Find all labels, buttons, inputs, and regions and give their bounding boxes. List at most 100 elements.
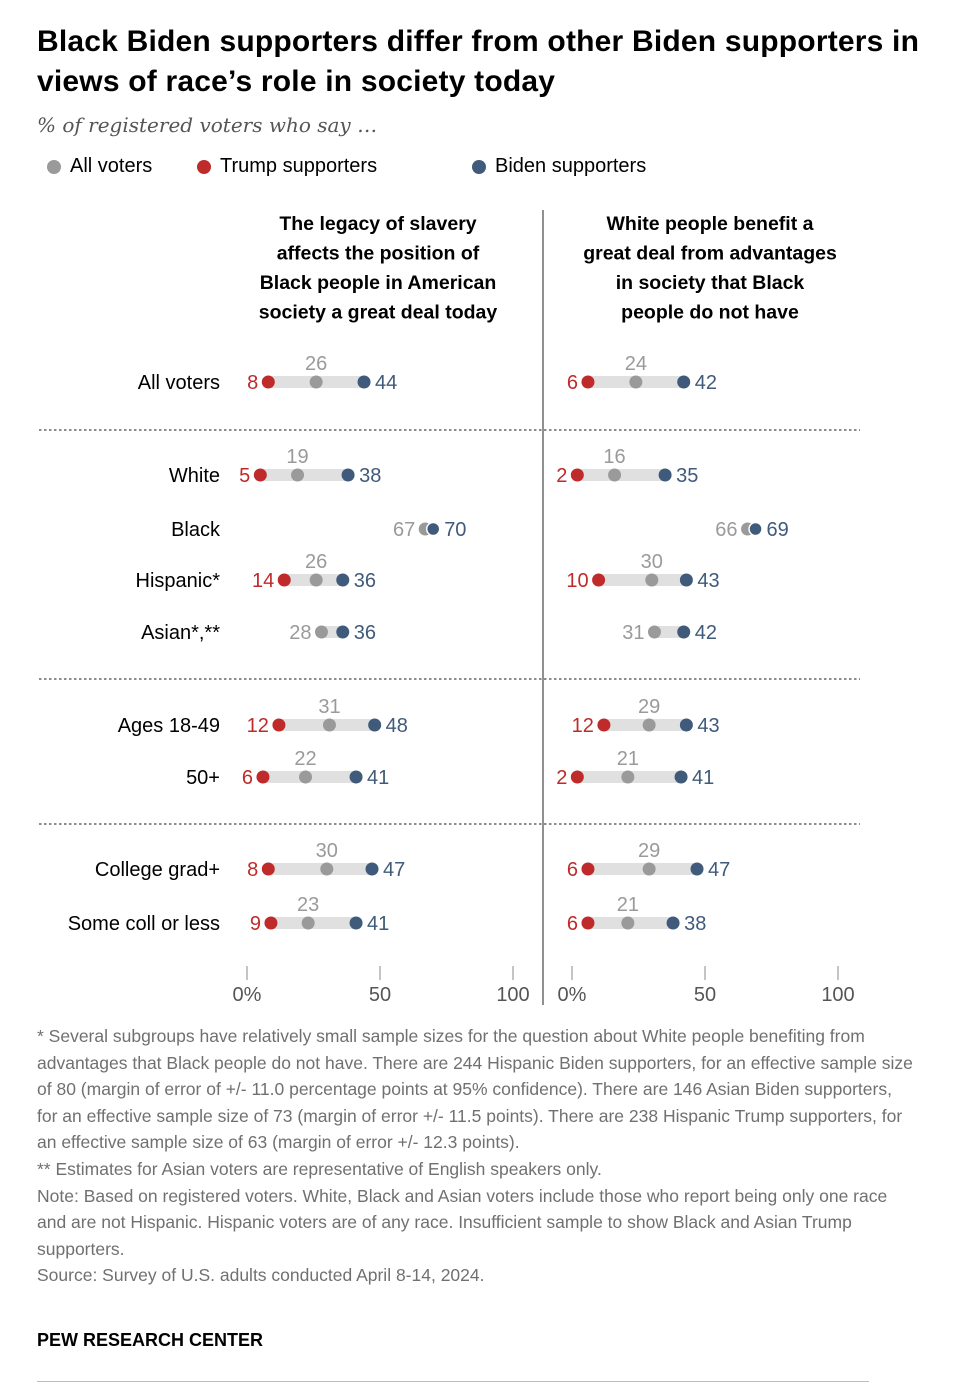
all-voters-value: 23 — [297, 894, 319, 916]
biden-supporters-value: 43 — [697, 570, 719, 592]
all-voters-dot — [301, 916, 315, 930]
axis-tick-label: 50 — [694, 984, 716, 1006]
trump-supporters-dot — [592, 573, 606, 587]
trump-supporters-dot — [570, 468, 584, 482]
biden-supporters-dot — [674, 770, 688, 784]
legend: All voters Trump supporters Biden suppor… — [0, 155, 966, 181]
biden-supporters-dot — [679, 573, 693, 587]
trump-supporters-dot — [277, 573, 291, 587]
trump-supporters-value: 14 — [252, 570, 274, 592]
legend-dot-icon — [197, 159, 211, 174]
trump-supporters-dot — [253, 468, 267, 482]
all-voters-dot — [629, 375, 643, 389]
all-voters-value: 28 — [289, 622, 311, 644]
all-voters-value: 26 — [305, 353, 327, 375]
all-voters-dot — [608, 468, 622, 482]
biden-supporters-dot — [341, 468, 355, 482]
biden-supporters-value: 44 — [375, 372, 397, 394]
all-voters-value: 16 — [603, 446, 625, 468]
all-voters-dot — [309, 375, 323, 389]
all-voters-value: 31 — [622, 622, 644, 644]
trump-supporters-value: 6 — [567, 372, 578, 394]
legend-dot-icon — [47, 159, 61, 174]
all-voters-value: 22 — [294, 748, 316, 770]
all-voters-value: 24 — [625, 353, 647, 375]
trump-supporters-value: 2 — [556, 767, 567, 789]
biden-supporters-value: 38 — [684, 913, 706, 935]
source: Source: Survey of U.S. adults conducted … — [37, 1265, 485, 1286]
biden-supporters-value: 47 — [708, 859, 730, 881]
all-voters-value: 29 — [638, 696, 660, 718]
all-voters-dot — [647, 625, 661, 639]
trump-supporters-value: 8 — [247, 859, 258, 881]
trump-supporters-dot — [261, 375, 275, 389]
panel-title-line: affects the position of — [277, 243, 480, 265]
all-voters-value: 19 — [286, 446, 308, 468]
panel-title-line: The legacy of slavery — [279, 213, 476, 235]
row-label: White — [169, 465, 220, 487]
trump-supporters-dot — [581, 375, 595, 389]
trump-supporters-value: 10 — [566, 570, 588, 592]
all-voters-value: 21 — [617, 748, 639, 770]
row-label: Some coll or less — [68, 913, 220, 935]
biden-supporters-dot — [368, 718, 382, 732]
biden-supporters-dot — [677, 375, 691, 389]
all-voters-value: 21 — [617, 894, 639, 916]
chart-subtitle: % of registered voters who say … — [37, 113, 378, 137]
trump-supporters-value: 9 — [250, 913, 261, 935]
biden-supporters-value: 36 — [354, 622, 376, 644]
trump-supporters-value: 6 — [567, 913, 578, 935]
biden-supporters-dot — [365, 862, 379, 876]
all-voters-value: 30 — [641, 551, 663, 573]
all-voters-value: 31 — [318, 696, 340, 718]
bottom-divider — [37, 1381, 869, 1382]
biden-supporters-value: 41 — [692, 767, 714, 789]
brand-logo-text: PEW RESEARCH CENTER — [37, 1330, 264, 1350]
biden-supporters-value: 42 — [695, 622, 717, 644]
trump-supporters-dot — [581, 916, 595, 930]
trump-supporters-dot — [272, 718, 286, 732]
trump-supporters-dot — [597, 718, 611, 732]
chart-title: Black Biden supporters differ from other… — [37, 25, 920, 98]
panel-title-line: Black people in American — [260, 272, 497, 294]
footnote: * Several subgroups have relatively smal… — [37, 1026, 913, 1153]
footnote: ** Estimates for Asian voters are repres… — [37, 1158, 602, 1179]
all-voters-dot — [642, 718, 656, 732]
biden-supporters-value: 48 — [386, 715, 408, 737]
biden-supporters-dot — [666, 916, 680, 930]
biden-supporters-dot — [336, 573, 350, 587]
all-voters-value: 26 — [305, 551, 327, 573]
biden-supporters-value: 42 — [695, 372, 717, 394]
panel-title-line: great deal from advantages — [583, 243, 837, 265]
biden-supporters-value: 47 — [383, 859, 405, 881]
biden-supporters-dot — [658, 468, 672, 482]
panel-title-line: society a great deal today — [259, 302, 498, 324]
biden-supporters-dot — [336, 625, 350, 639]
note: Note: Based on registered voters. White,… — [37, 1185, 888, 1259]
biden-supporters-value: 35 — [676, 465, 698, 487]
all-voters-dot — [309, 573, 323, 587]
trump-supporters-value: 12 — [247, 715, 269, 737]
legend-label: Trump supporters — [220, 155, 378, 177]
all-voters-dot — [642, 862, 656, 876]
biden-supporters-value: 41 — [367, 913, 389, 935]
legend-item-all-voters: All voters — [47, 155, 152, 178]
panel-title-line: in society that Black — [616, 272, 805, 294]
biden-supporters-value: 69 — [767, 519, 789, 541]
all-voters-dot — [299, 770, 313, 784]
row-label: Asian*,** — [141, 622, 220, 644]
all-voters-value: 67 — [393, 519, 415, 541]
all-voters-value: 30 — [316, 840, 338, 862]
row-label: Black — [171, 519, 221, 541]
legend-item-biden-supporters: Biden supporters — [472, 155, 646, 178]
biden-supporters-dot — [679, 718, 693, 732]
trump-supporters-value: 5 — [239, 465, 250, 487]
legend-label: All voters — [70, 155, 153, 177]
row-label: 50+ — [186, 767, 220, 789]
panel-title-line: White people benefit a — [607, 213, 814, 235]
biden-supporters-dot — [748, 521, 763, 537]
dot-range-chart: The legacy of slavery affects the positio… — [39, 210, 860, 1006]
trump-supporters-value: 12 — [572, 715, 594, 737]
legend-label: Biden supporters — [495, 155, 647, 177]
trump-supporters-dot — [570, 770, 584, 784]
